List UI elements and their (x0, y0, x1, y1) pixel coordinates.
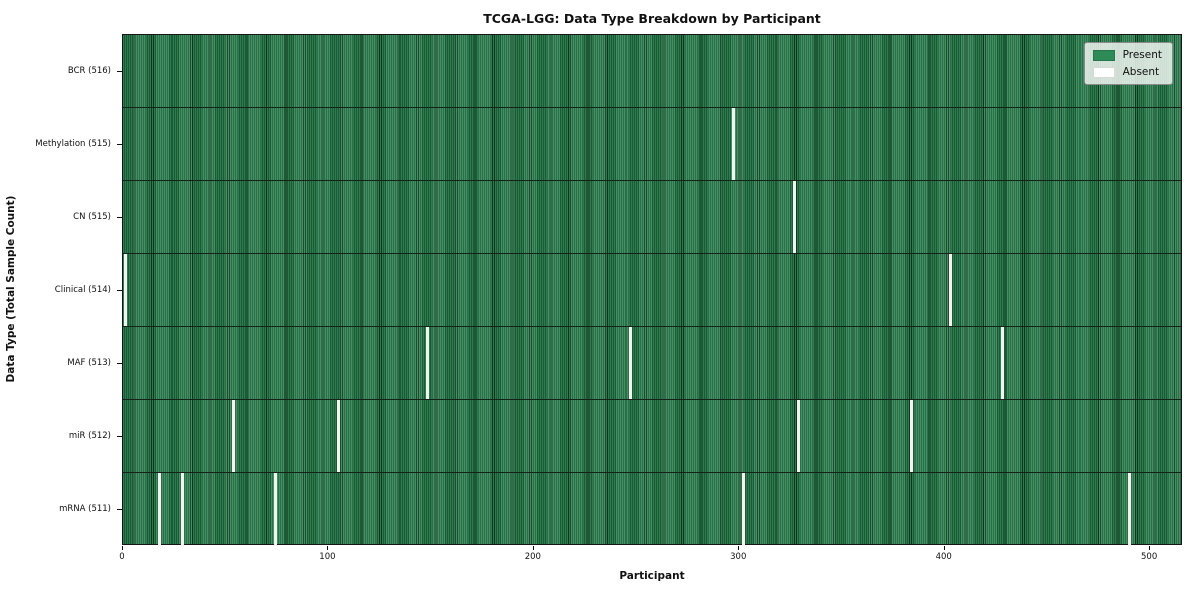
datatype-row-cn (123, 181, 1181, 254)
absent-gap (273, 473, 277, 546)
x-tick-mark (327, 546, 329, 550)
y-tick-mark (117, 70, 122, 72)
absent-gap (337, 400, 341, 472)
absent-gap (1128, 473, 1132, 546)
x-tick-mark (532, 546, 534, 550)
y-tick-mark (117, 435, 122, 437)
y-tick-label: MAF (513) (67, 357, 111, 368)
absent-gap (949, 254, 953, 326)
absent-gap (425, 327, 429, 399)
absent-gap (181, 473, 185, 546)
x-tick-mark (122, 546, 123, 550)
legend-entry-present: Present (1092, 49, 1162, 61)
x-tick-label: 400 (935, 552, 952, 562)
y-tick-label: miR (512) (68, 430, 111, 441)
legend-label-absent: Absent (1122, 66, 1160, 78)
present-swatch (1092, 49, 1115, 61)
x-axis-label: Participant (619, 570, 685, 582)
absent-gap (628, 327, 632, 399)
legend-entry-absent: Absent (1092, 66, 1162, 78)
chart-title: TCGA-LGG: Data Type Breakdown by Partici… (483, 11, 821, 26)
absent-gap (741, 473, 745, 546)
absent-gap (793, 181, 797, 253)
absent-gap (731, 108, 735, 180)
datatype-row-mrna (123, 473, 1181, 546)
y-tick-mark (117, 362, 122, 364)
datatype-row-clinical (123, 254, 1181, 327)
y-tick-label: BCR (516) (67, 65, 111, 76)
y-axis-label: Data Type (Total Sample Count) (5, 195, 17, 383)
legend: Present Absent (1083, 42, 1173, 85)
x-tick-label: 500 (1141, 552, 1158, 562)
x-tick-label: 200 (524, 552, 541, 562)
absent-gap (158, 473, 162, 546)
y-tick-label: Clinical (514) (54, 284, 111, 295)
x-tick-label: 300 (730, 552, 747, 562)
x-tick-mark (1149, 546, 1151, 550)
y-tick-label: Methylation (515) (35, 138, 111, 149)
datatype-row-bcr (123, 35, 1181, 108)
absent-gap (232, 400, 236, 472)
absent-swatch (1092, 66, 1115, 78)
absent-gap (797, 400, 801, 472)
x-tick-mark (943, 546, 945, 550)
y-tick-label: mRNA (511) (59, 503, 111, 514)
datatype-row-mir (123, 400, 1181, 473)
x-tick-label: 0 (119, 552, 125, 562)
x-tick-mark (738, 546, 740, 550)
absent-gap (123, 254, 127, 326)
absent-gap (1000, 327, 1004, 399)
datatype-row-methylation (123, 108, 1181, 181)
y-tick-mark (117, 289, 122, 291)
y-tick-label: CN (515) (73, 211, 111, 222)
y-tick-mark (117, 216, 122, 218)
y-tick-mark (117, 508, 122, 510)
legend-label-present: Present (1122, 49, 1162, 61)
x-tick-label: 100 (319, 552, 336, 562)
y-tick-mark (117, 143, 122, 145)
datatype-row-maf (123, 327, 1181, 400)
absent-gap (910, 400, 914, 472)
plot-area: Present Absent (122, 34, 1182, 546)
